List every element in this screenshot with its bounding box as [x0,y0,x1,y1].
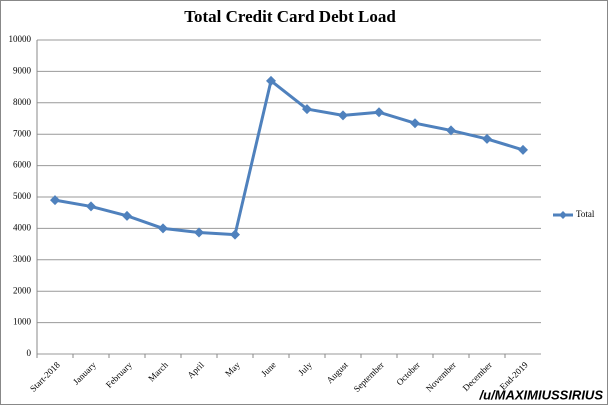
point [86,201,96,212]
point [374,107,384,118]
chart-title: Total Credit Card Debt Load [184,7,396,26]
y-tick-label: 7000 [13,128,32,138]
y-tick-label: 0 [27,348,32,358]
y-tick-label: 2000 [13,285,32,295]
point [158,223,168,234]
y-tick-label: 1000 [13,317,32,327]
point [410,118,420,129]
y-tick-label: 6000 [13,160,32,170]
point [446,125,456,136]
y-tick-label: 4000 [13,222,32,232]
legend-marker [559,211,567,219]
point [338,110,348,121]
point [482,133,492,144]
series-line [54,79,524,237]
point [194,227,204,238]
y-tick-label: 3000 [13,254,32,264]
point [122,210,132,221]
y-tick-label: 10000 [9,34,32,44]
point [50,195,60,206]
y-tick-label: 9000 [13,65,32,75]
point [230,229,240,240]
point [302,104,312,115]
y-tick-label: 8000 [13,97,32,107]
watermark: /u/MAXIMIUSSIRIUS [478,387,603,402]
point [266,75,276,86]
point [518,144,528,155]
legend-label: Total [576,209,595,219]
y-tick-label: 5000 [13,191,32,201]
